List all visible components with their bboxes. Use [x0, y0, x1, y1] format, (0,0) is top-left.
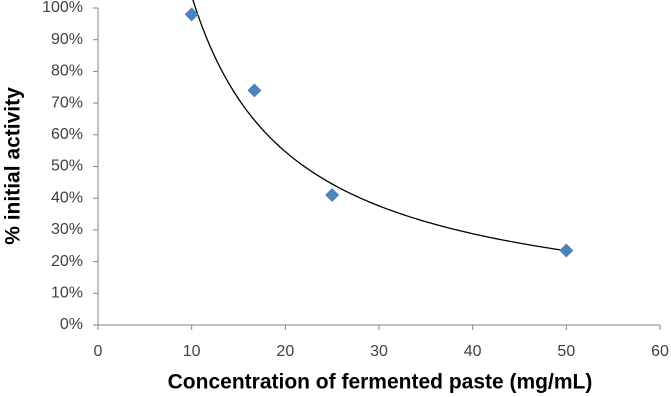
y-tick-label: 90% — [51, 31, 83, 48]
x-tick-label: 50 — [557, 343, 575, 360]
y-tick-label: 40% — [51, 189, 83, 206]
y-tick-label: 80% — [51, 63, 83, 80]
point — [559, 243, 574, 258]
y-tick-label: 20% — [51, 253, 83, 270]
y-tick-label: 30% — [51, 221, 83, 238]
x-tick-label: 0 — [94, 343, 103, 360]
y-tick-label: 10% — [51, 285, 83, 302]
x-tick-label: 60 — [651, 343, 669, 360]
trendline — [192, 0, 567, 252]
y-axis-title: % initial activity — [2, 87, 25, 245]
point — [184, 7, 199, 22]
y-tick-label: 50% — [51, 158, 83, 175]
point — [325, 188, 340, 203]
y-tick-label: 70% — [51, 94, 83, 111]
x-axis-title: Concentration of fermented paste (mg/mL) — [168, 371, 593, 394]
x-tick-label: 30 — [370, 343, 388, 360]
y-tick-label: 100% — [42, 0, 83, 16]
y-tick-label: 0% — [60, 316, 83, 333]
x-tick-label: 40 — [464, 343, 482, 360]
point — [247, 83, 262, 98]
y-tick-label: 60% — [51, 126, 83, 143]
x-tick-label: 20 — [276, 343, 294, 360]
x-tick-label: 10 — [183, 343, 201, 360]
